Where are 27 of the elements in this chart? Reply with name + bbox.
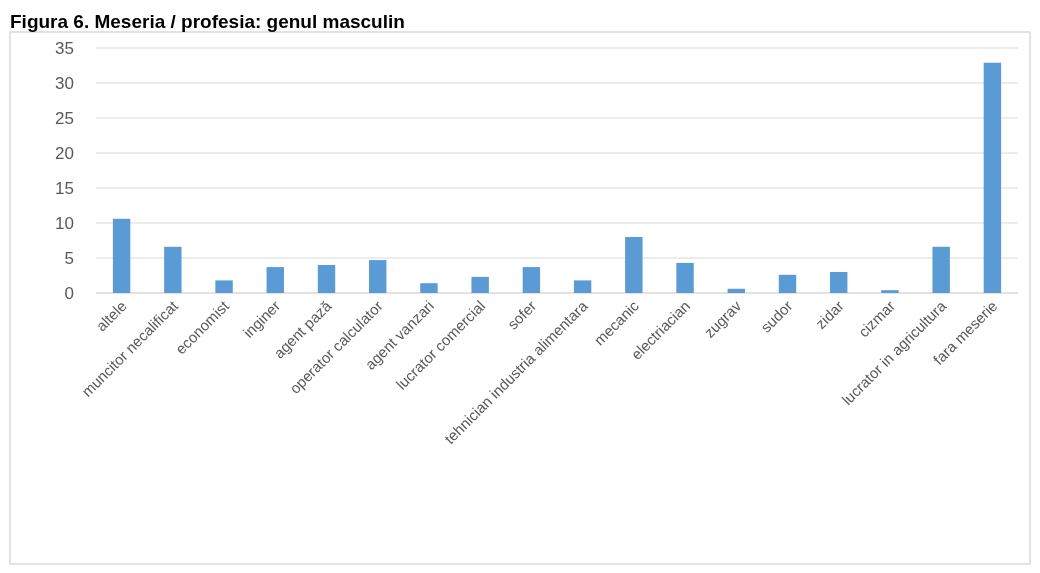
bar [112,218,131,293]
y-tick-label: 25 [55,108,74,128]
bar [471,276,489,293]
y-tick-label: 10 [55,213,74,233]
y-tick-label: 5 [64,248,74,268]
bar [778,274,797,293]
y-tick-label: 0 [64,283,74,303]
y-tick-label: 20 [55,143,74,163]
bar [830,272,848,293]
bar [676,262,694,293]
bar [369,260,387,293]
bar [266,267,284,293]
bar [573,280,592,293]
bar [625,237,643,293]
bar [727,288,745,293]
bar [983,62,1002,293]
y-tick-label: 35 [55,38,74,58]
bar [881,290,899,293]
bar [932,246,950,293]
bar [317,265,336,293]
bar [164,246,182,293]
bar [215,280,233,293]
chart-title: Figura 6. Meseria / profesia: genul masculin [10,11,405,32]
y-tick-label: 30 [55,73,74,93]
bar [420,283,438,293]
y-tick-label: 15 [55,178,74,198]
bar [522,267,541,293]
